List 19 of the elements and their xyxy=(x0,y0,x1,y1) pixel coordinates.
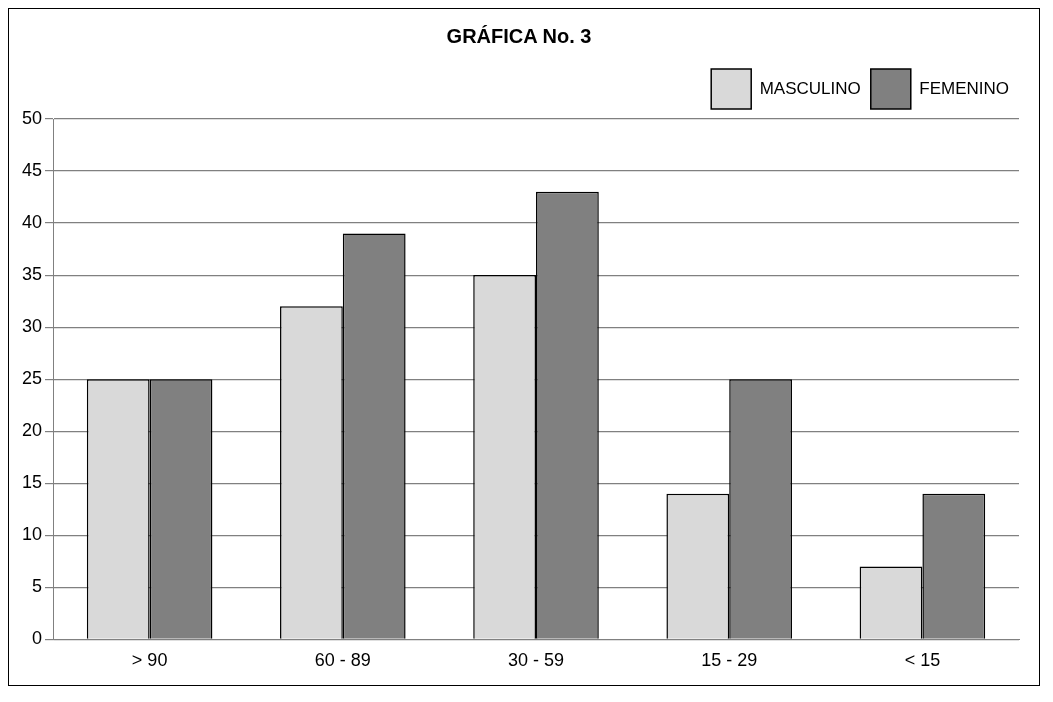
x-tick-label: < 15 xyxy=(904,650,941,671)
y-tick-label: 35 xyxy=(21,264,43,285)
y-tick-label: 25 xyxy=(21,368,43,389)
y-tick-label: 15 xyxy=(21,472,43,493)
x-tick-label: > 90 xyxy=(131,650,168,671)
x-tick-label: 15 - 29 xyxy=(701,650,758,671)
y-tick-label: 30 xyxy=(21,316,43,337)
y-tick-label: 45 xyxy=(21,160,43,181)
chart-title: GRÁFICA No. 3 xyxy=(446,24,592,47)
x-tick-label: 30 - 59 xyxy=(507,650,565,671)
y-tick-label: 20 xyxy=(21,420,43,441)
y-tick-label: 40 xyxy=(21,212,43,233)
x-tick-label: 60 - 89 xyxy=(314,650,371,671)
legend-label: MASCULINO xyxy=(759,78,861,98)
y-tick-label: 0 xyxy=(32,628,43,649)
y-tick-label: 10 xyxy=(21,524,43,545)
legend-label: FEMENINO xyxy=(919,78,1010,98)
y-tick-label: 50 xyxy=(21,107,43,128)
y-tick-label: 5 xyxy=(32,576,43,597)
